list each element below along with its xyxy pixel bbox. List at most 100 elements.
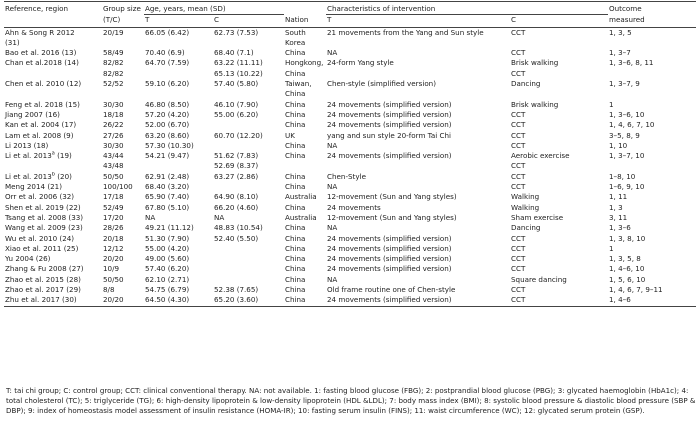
reference-cell: (31): [5, 37, 20, 47]
outcome-cell: 1, 3–6, 8, 11: [609, 58, 654, 68]
nation-cell: Australia: [285, 192, 317, 202]
outcome-cell: 1, 3–7, 9: [609, 79, 640, 89]
age-t-cell: 51.30 (7.90): [145, 233, 190, 243]
nation-cell: China: [285, 171, 306, 181]
intervention-t-cell: 24 movements (simplified version): [327, 243, 452, 253]
outcome-cell: 1, 5, 6, 10: [609, 274, 646, 284]
table-row: Xiao et al. 2011 (25) 12/12 55.00 (4.20) Ch…: [4, 244, 696, 254]
reference-cell: Li et al. 2013b (20): [5, 171, 72, 181]
intervention-t-cell: 12-movement (Sun and Yang styles): [327, 212, 457, 222]
intervention-t-cell: Old frame routine one of Chen-style: [327, 285, 456, 295]
intervention-t-cell: 24 movements (simplified version): [327, 151, 452, 161]
table-row: Wu et al. 2010 (24) 20/18 51.30 (7.90) 52.4…: [4, 234, 696, 244]
age-c-cell: 51.62 (7.83): [214, 151, 259, 161]
outcome-cell: 1, 3–6: [609, 223, 631, 233]
group-size-cell: 12/12: [103, 243, 124, 253]
table-row: Meng 2014 (21) 100/100 68.40 (3.20) China NA…: [4, 182, 696, 192]
reference-cell: Wu et al. 2010 (24): [5, 233, 75, 243]
reference-cell: Zhang & Fu 2008 (27): [5, 264, 84, 274]
age-t-cell: 57.40 (6.20): [145, 264, 190, 274]
nation-cell: China: [285, 243, 306, 253]
header-nation: Nation: [284, 14, 327, 28]
outcome-cell: 1, 11: [609, 192, 628, 202]
table-row: 43/48 52.69 (8.37) CCT: [4, 161, 696, 171]
age-t-cell: NA: [145, 212, 156, 222]
nation-cell: China: [285, 48, 306, 58]
age-c-cell: 63.27 (2.86): [214, 171, 259, 181]
table-row: Chan et al.2018 (14) 82/82 64.70 (7.59) 63.…: [4, 58, 696, 68]
group-size-cell: 82/82: [103, 58, 124, 68]
age-t-cell: 57.20 (4.20): [145, 109, 190, 119]
table-row: Bao et al. 2016 (13) 58/49 70.40 (6.9) 68.4…: [4, 48, 696, 58]
outcome-cell: 3–5, 8, 9: [609, 130, 640, 140]
header-outcome: Outcome: [608, 0, 697, 15]
age-t-cell: [144, 161, 213, 171]
intervention-c-cell: CCT: [511, 120, 526, 130]
intervention-c-cell: CCT: [511, 140, 526, 150]
nation-cell: China: [285, 120, 306, 130]
nation-cell: China: [285, 202, 306, 212]
intervention-c-cell: CCT: [511, 233, 526, 243]
age-t-cell: 67.80 (5.10): [145, 202, 190, 212]
age-t-cell: 54.21 (9.47): [145, 151, 190, 161]
outcome-cell: 1, 3–7: [609, 48, 631, 58]
intervention-t-cell: 24 movements (simplified version): [327, 120, 452, 130]
header-intervention: Characteristics of intervention: [326, 0, 609, 16]
age-c-cell: [213, 182, 284, 192]
intervention-c-cell: Sham exercise: [511, 212, 564, 222]
group-size-cell: 17/20: [103, 212, 124, 222]
reference-cell: Orr et al. 2006 (32): [5, 192, 75, 202]
intervention-c-cell: CCT: [511, 27, 526, 37]
intervention-c-cell: CCT: [511, 68, 526, 78]
intervention-t-cell: [326, 69, 510, 79]
reference-cell: Xiao et al. 2011 (25): [5, 243, 79, 253]
nation-cell: China: [285, 254, 306, 264]
header-outcome-measured: measured: [608, 14, 697, 28]
nation-cell: China: [285, 151, 306, 161]
age-c-cell: 66.20 (4.60): [214, 202, 259, 212]
nation-cell: China: [285, 89, 306, 99]
table-row: (31) Korea: [4, 38, 696, 48]
age-c-cell: 62.73 (7.53): [214, 27, 259, 37]
reference-superscript: a: [51, 151, 55, 157]
reference-cell: Tsang et al. 2008 (33): [5, 212, 84, 222]
nation-cell: China: [285, 233, 306, 243]
header-row-1: Reference, region Group size Age, years,…: [4, 0, 697, 16]
intervention-c-cell: CCT: [511, 264, 526, 274]
outcome-cell: 1–6, 9, 10: [609, 182, 645, 192]
age-t-cell: 62.91 (2.48): [145, 171, 190, 181]
age-t-cell: 64.50 (4.30): [144, 295, 213, 307]
outcome-cell: 1, 3–7, 10: [609, 151, 645, 161]
intervention-t-cell: 24 movements (simplified version): [327, 109, 452, 119]
age-t-cell: 46.80 (8.50): [145, 99, 190, 109]
group-size-cell: 26/22: [103, 120, 124, 130]
group-size-cell: 43/44: [103, 151, 124, 161]
reference-cell: Lam et al. 2008 (9): [5, 130, 74, 140]
outcome-cell: 1, 3–6, 10: [609, 109, 645, 119]
age-c-cell: 65.20 (3.60): [213, 295, 285, 307]
outcome-cell: 1: [609, 243, 614, 253]
reference-cell: Zhao et al. 2015 (28): [5, 274, 81, 284]
age-c-cell: [213, 264, 284, 274]
intervention-c-cell: CCT: [511, 254, 526, 264]
intervention-t-cell: 24 movements (simplified version): [327, 264, 452, 274]
table-row: Zhao et al. 2017 (29) 8/8 54.75 (6.79) 52.3…: [4, 285, 696, 295]
table-body: Ahn & Song R 2012 20/19 66.05 (6.42) 62.73 …: [4, 27, 697, 307]
group-size-cell: 52/52: [103, 79, 124, 89]
reference-cell: Zhao et al. 2017 (29): [5, 285, 81, 295]
outcome-cell: [608, 161, 696, 171]
intervention-t-cell: 24 movements (simplified version): [327, 233, 452, 243]
nation-cell: China: [285, 285, 306, 295]
group-size-cell: 58/49: [103, 48, 124, 58]
age-t-cell: 64.70 (7.59): [145, 58, 190, 68]
table-row: Orr et al. 2006 (32) 17/18 65.90 (7.40) 64.…: [4, 192, 696, 202]
outcome-cell: 1, 3: [609, 202, 623, 212]
age-c-cell: [213, 120, 284, 130]
nation-cell: Hongkong,: [285, 58, 324, 68]
age-t-cell: 63.20 (8.60): [145, 130, 190, 140]
age-t-cell: 59.10 (6.20): [145, 79, 190, 89]
intervention-c-cell: CCT: [511, 182, 526, 192]
table-row: Zhu et al. 2017 (30) 20/20 64.50 (4.30) 65.…: [4, 295, 697, 307]
intervention-t-cell: NA: [327, 223, 338, 233]
group-size-cell: [102, 38, 144, 48]
